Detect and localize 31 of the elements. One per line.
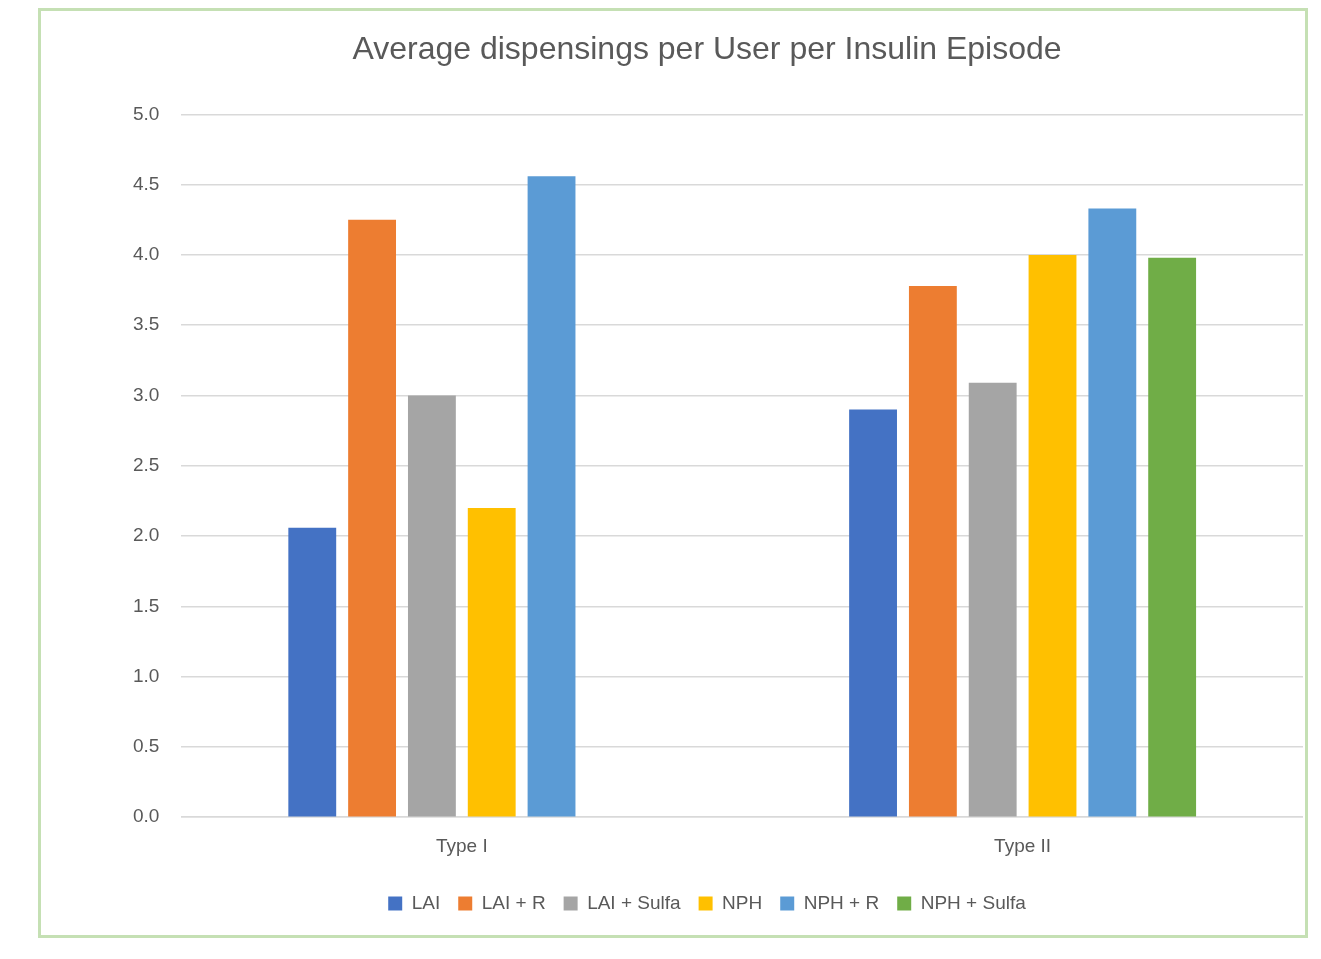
y-tick-label: 3.5 [132,313,160,335]
bar [1148,257,1197,817]
bar [288,527,337,817]
legend-label: LAI + Sulfa [587,891,682,913]
bar [348,219,397,817]
y-tick-label: 2.0 [132,524,160,546]
bar [968,382,1017,817]
y-tick-label: 0.5 [132,735,160,757]
bar [527,176,576,817]
y-tick-label: 1.5 [132,594,160,616]
chart-title: Average dispensings per User per Insulin Episode [352,30,1062,67]
legend-label: NPH + Sulfa [920,891,1027,913]
bar [407,395,456,817]
bar [1028,254,1077,817]
y-tick-label: 4.5 [132,172,160,194]
legend-label: LAI [411,891,441,913]
legend-label: NPH [722,891,763,913]
bar [849,409,897,817]
y-tick-label: 3.0 [132,383,160,405]
bar [908,285,957,817]
y-tick-label: 0.0 [132,805,160,827]
y-tick-label: 2.5 [132,454,160,476]
x-tick-label: Type II [994,834,1052,856]
y-tick-label: 1.0 [132,664,160,686]
bar [1088,208,1137,817]
bar [467,507,516,817]
legend-label: NPH + R [803,891,880,913]
legend-label: LAI + R [481,891,546,913]
y-tick-label: 5.0 [132,102,160,124]
y-tick-label: 4.0 [132,243,160,265]
x-tick-label: Type I [435,834,488,856]
